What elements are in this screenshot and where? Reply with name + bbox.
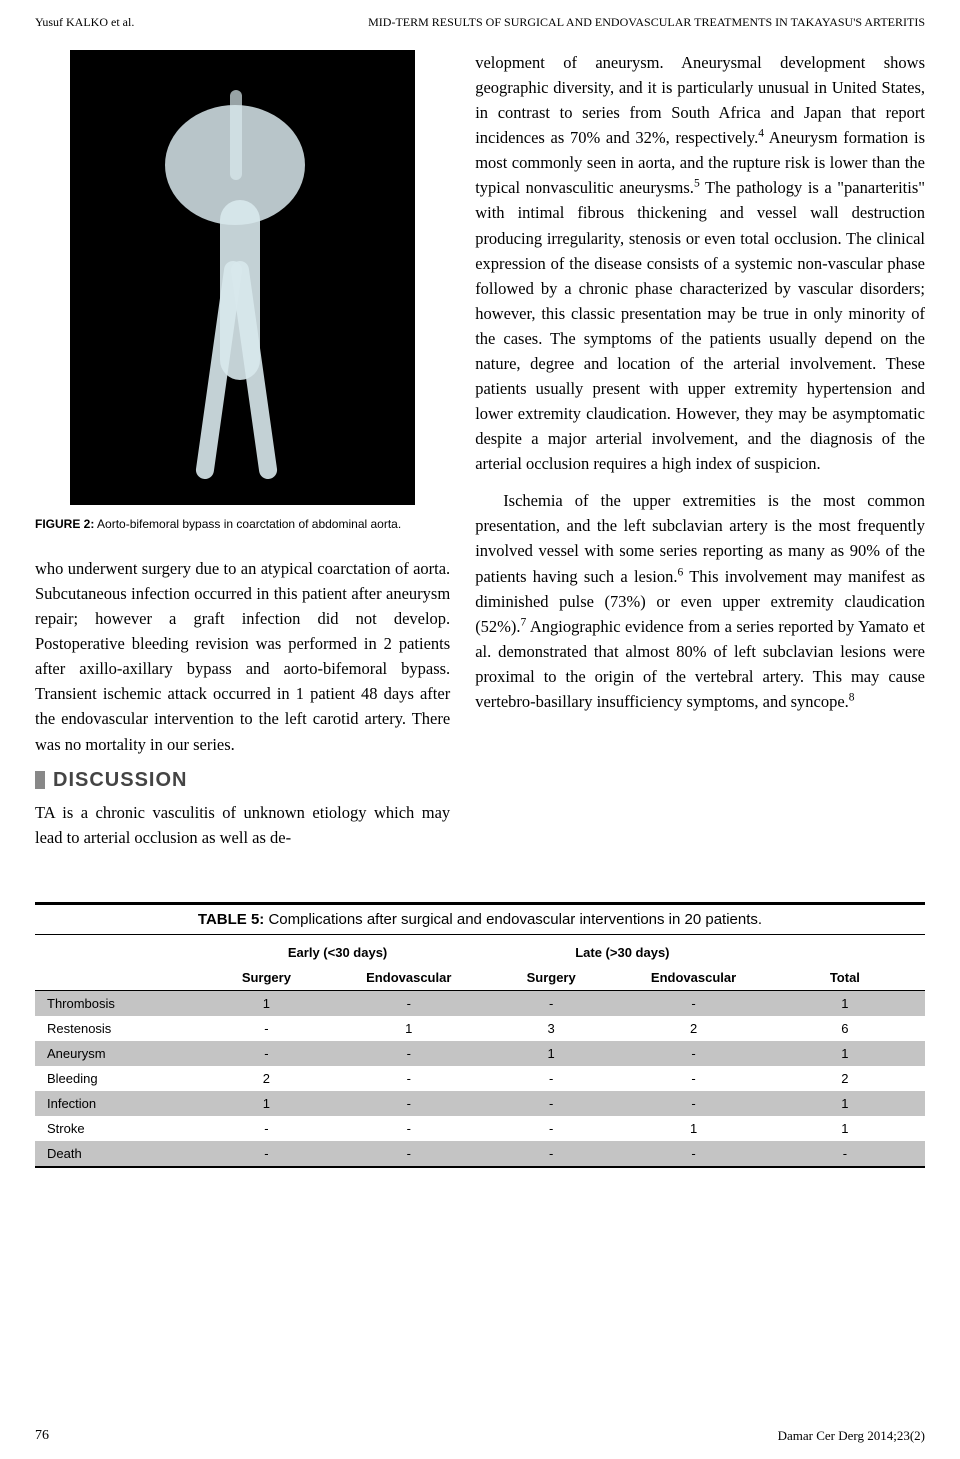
row-label: Restenosis	[35, 1016, 195, 1041]
table-label: TABLE 5:	[198, 911, 264, 928]
table-cell: 1	[765, 1091, 925, 1116]
group-header-late: Late (>30 days)	[480, 935, 765, 965]
subheader-surgery-late: Surgery	[480, 965, 622, 991]
table-cell: -	[338, 1141, 480, 1166]
table-row: Stroke---11	[35, 1116, 925, 1141]
table-row: Bleeding2---2	[35, 1066, 925, 1091]
table-group-header-row: Early (<30 days) Late (>30 days)	[35, 935, 925, 965]
two-column-content: FIGURE 2: Aorto-bifemoral bypass in coar…	[35, 50, 925, 862]
table-cell: 1	[765, 990, 925, 1016]
page-number: 76	[35, 1428, 49, 1444]
table-row: Infection1---1	[35, 1091, 925, 1116]
table-cell: -	[195, 1041, 337, 1066]
table-cell: -	[480, 1116, 622, 1141]
table-cell: 2	[765, 1066, 925, 1091]
table-cell: -	[480, 1091, 622, 1116]
subheader-total: Total	[765, 965, 925, 991]
row-label: Thrombosis	[35, 990, 195, 1016]
right-para-2: Ischemia of the upper extremities is the…	[475, 488, 925, 714]
header-right: MID-TERM RESULTS OF SURGICAL AND ENDOVAS…	[368, 15, 925, 30]
table-cell: 1	[195, 990, 337, 1016]
table-cell: 1	[480, 1041, 622, 1066]
table-5-title: TABLE 5: Complications after surgical an…	[35, 911, 925, 935]
row-label: Aneurysm	[35, 1041, 195, 1066]
table-cell: -	[480, 1141, 622, 1166]
row-label: Death	[35, 1141, 195, 1166]
table-cell: -	[338, 990, 480, 1016]
table-cell: 1	[622, 1116, 764, 1141]
page-footer: 76 Damar Cer Derg 2014;23(2)	[35, 1428, 925, 1444]
table-cell: 1	[195, 1091, 337, 1116]
table-cell: 1	[765, 1116, 925, 1141]
table-cell: -	[338, 1116, 480, 1141]
table-cell: -	[338, 1041, 480, 1066]
table-cell: -	[765, 1141, 925, 1166]
table-cell: -	[195, 1141, 337, 1166]
subheader-surgery-early: Surgery	[195, 965, 337, 991]
figure-2-caption: FIGURE 2: Aorto-bifemoral bypass in coar…	[35, 517, 450, 531]
table-row: Thrombosis1---1	[35, 990, 925, 1016]
left-column: FIGURE 2: Aorto-bifemoral bypass in coar…	[35, 50, 450, 862]
table-cell: -	[195, 1016, 337, 1041]
right-para-1: velopment of aneurysm. Aneurysmal develo…	[475, 50, 925, 476]
figure-label: FIGURE 2:	[35, 517, 94, 531]
subheader-endovascular-late: Endovascular	[622, 965, 764, 991]
row-label: Bleeding	[35, 1066, 195, 1091]
figure-2-image	[70, 50, 415, 505]
running-header: Yusuf KALKO et al. MID-TERM RESULTS OF S…	[35, 15, 925, 30]
left-para-1: who underwent surgery due to an atypical…	[35, 556, 450, 757]
table-row: Restenosis-1326	[35, 1016, 925, 1041]
table-cell: -	[622, 1041, 764, 1066]
table-cell: -	[480, 990, 622, 1016]
table-row: Aneurysm--1-1	[35, 1041, 925, 1066]
figure-caption-text: Aorto-bifemoral bypass in coarctation of…	[97, 517, 401, 531]
table-cell: -	[622, 1066, 764, 1091]
group-header-early: Early (<30 days)	[195, 935, 480, 965]
table-cell: -	[622, 1141, 764, 1166]
table-5: TABLE 5: Complications after surgical an…	[35, 902, 925, 1168]
table-cell: -	[338, 1066, 480, 1091]
table-body: Thrombosis1---1Restenosis-1326Aneurysm--…	[35, 990, 925, 1166]
row-label: Stroke	[35, 1116, 195, 1141]
table-cell: -	[480, 1066, 622, 1091]
table-cell: 3	[480, 1016, 622, 1041]
discussion-heading: DISCUSSION	[35, 769, 450, 792]
left-para-2: TA is a chronic vasculitis of unknown et…	[35, 800, 450, 850]
table-cell: 1	[765, 1041, 925, 1066]
journal-citation: Damar Cer Derg 2014;23(2)	[778, 1428, 925, 1444]
row-label: Infection	[35, 1091, 195, 1116]
table-cell: 2	[622, 1016, 764, 1041]
header-left: Yusuf KALKO et al.	[35, 15, 134, 30]
table-cell: -	[622, 1091, 764, 1116]
table-cell: -	[195, 1116, 337, 1141]
table-cell: 1	[338, 1016, 480, 1041]
table-subheader-row: Surgery Endovascular Surgery Endovascula…	[35, 965, 925, 991]
table-cell: -	[338, 1091, 480, 1116]
subheader-endovascular-early: Endovascular	[338, 965, 480, 991]
table-row: Death-----	[35, 1141, 925, 1166]
table-title-text: Complications after surgical and endovas…	[268, 911, 762, 928]
table-cell: 2	[195, 1066, 337, 1091]
table-cell: -	[622, 990, 764, 1016]
table-cell: 6	[765, 1016, 925, 1041]
complications-table: Early (<30 days) Late (>30 days) Surgery…	[35, 935, 925, 1166]
right-column: velopment of aneurysm. Aneurysmal develo…	[475, 50, 925, 862]
